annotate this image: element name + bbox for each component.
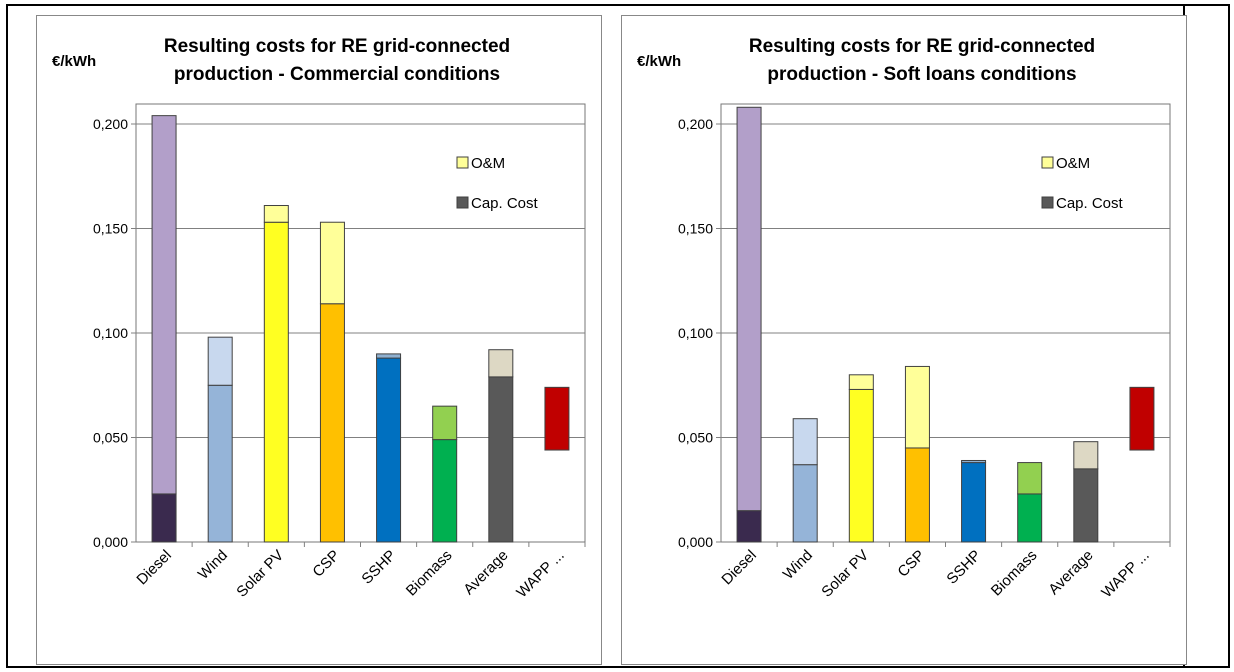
- legend-label: O&M: [1056, 155, 1090, 172]
- category-label: Diesel: [133, 547, 174, 588]
- category-label: SSHP: [358, 547, 399, 588]
- category-label: Average: [460, 547, 511, 598]
- bar-om: [432, 405, 458, 441]
- category-label: CSP: [309, 547, 343, 581]
- legend-label: Cap. Cost: [471, 195, 539, 212]
- chart-soft-loans: €/kWh Resulting costs for RE grid-connec…: [621, 15, 1187, 665]
- bar-om: [1129, 386, 1155, 451]
- bar-cap-cost: [319, 303, 345, 543]
- chart-soft-loans-svg: €/kWh Resulting costs for RE grid-connec…: [637, 36, 1171, 601]
- legend-label: Cap. Cost: [1056, 195, 1124, 212]
- category-label: Average: [1045, 547, 1096, 598]
- bar-om: [263, 205, 289, 223]
- category-label: Solar PV: [233, 547, 287, 601]
- y-tick-label: 0,100: [678, 325, 713, 341]
- plot-border: [135, 103, 586, 543]
- plot-area: 0,000 0,050 0,100 0,150 0,200 Diesel Wind Solar…: [678, 103, 1171, 601]
- category-label: Solar PV: [818, 547, 872, 601]
- chart-commercial: €/kWh Resulting costs for RE grid-connec…: [36, 15, 602, 665]
- category-label: CSP: [894, 547, 928, 581]
- y-tick-label: 0,200: [678, 116, 713, 132]
- bar-cap-cost: [207, 384, 233, 543]
- y-tick-label: 0,100: [93, 325, 128, 341]
- y-unit-label: €/kWh: [637, 53, 681, 70]
- bar-cap-cost: [904, 447, 930, 543]
- chart-title-line-1: Resulting costs for RE grid-connected: [749, 36, 1095, 57]
- y-tick-label: 0,050: [678, 430, 713, 446]
- chart-title-line-2: production - Commercial conditions: [174, 64, 500, 85]
- bar-om: [544, 386, 570, 451]
- chart-title-line-1: Resulting costs for RE grid-connected: [164, 36, 510, 57]
- y-tick-label: 0,150: [93, 221, 128, 237]
- y-tick-label: 0,150: [678, 221, 713, 237]
- bar-cap-cost: [736, 510, 762, 543]
- bar-om: [488, 349, 514, 378]
- bar-cap-cost: [151, 493, 177, 543]
- figure-frame: [6, 4, 1230, 668]
- category-label: WAPP ...: [1098, 547, 1152, 601]
- bar-om: [1017, 462, 1043, 495]
- legend-swatch: [1041, 196, 1054, 209]
- category-label: WAPP ...: [513, 547, 567, 601]
- bar-cap-cost: [1017, 493, 1043, 543]
- category-label: Wind: [195, 547, 231, 583]
- bar-om: [736, 106, 762, 512]
- y-tick-label: 0,200: [93, 116, 128, 132]
- category-label: Diesel: [718, 547, 759, 588]
- plot-border: [720, 103, 1171, 543]
- legend-label: O&M: [471, 155, 505, 172]
- bar-om: [207, 336, 233, 386]
- category-label: Biomass: [403, 547, 456, 600]
- legend-swatch: [1041, 156, 1054, 169]
- bar-cap-cost: [488, 376, 514, 543]
- bar-om: [151, 115, 177, 495]
- bar-cap-cost: [792, 464, 818, 543]
- bar-cap-cost: [432, 439, 458, 543]
- bar-cap-cost: [961, 462, 987, 543]
- category-label: Wind: [780, 547, 816, 583]
- legend-swatch: [456, 156, 469, 169]
- y-tick-label: 0,050: [93, 430, 128, 446]
- plot-area: 0,000 0,050 0,100 0,150 0,200 Diesel Wind Solar…: [93, 103, 586, 601]
- bar-cap-cost: [263, 221, 289, 543]
- bar-om: [319, 221, 345, 305]
- legend-swatch: [456, 196, 469, 209]
- bar-cap-cost: [376, 357, 402, 543]
- y-unit-label: €/kWh: [52, 53, 96, 70]
- chart-title-line-2: production - Soft loans conditions: [767, 64, 1076, 85]
- y-tick-label: 0,000: [93, 534, 128, 550]
- bar-om: [904, 365, 930, 449]
- bar-cap-cost: [1073, 468, 1099, 543]
- chart-commercial-svg: €/kWh Resulting costs for RE grid-connec…: [52, 36, 586, 601]
- category-label: Biomass: [988, 547, 1041, 600]
- y-tick-label: 0,000: [678, 534, 713, 550]
- bar-om: [961, 459, 987, 464]
- bar-om: [848, 374, 874, 390]
- bar-om: [792, 418, 818, 466]
- bar-om: [1073, 441, 1099, 470]
- bar-om: [376, 353, 402, 359]
- bar-cap-cost: [848, 388, 874, 543]
- category-label: SSHP: [943, 547, 984, 588]
